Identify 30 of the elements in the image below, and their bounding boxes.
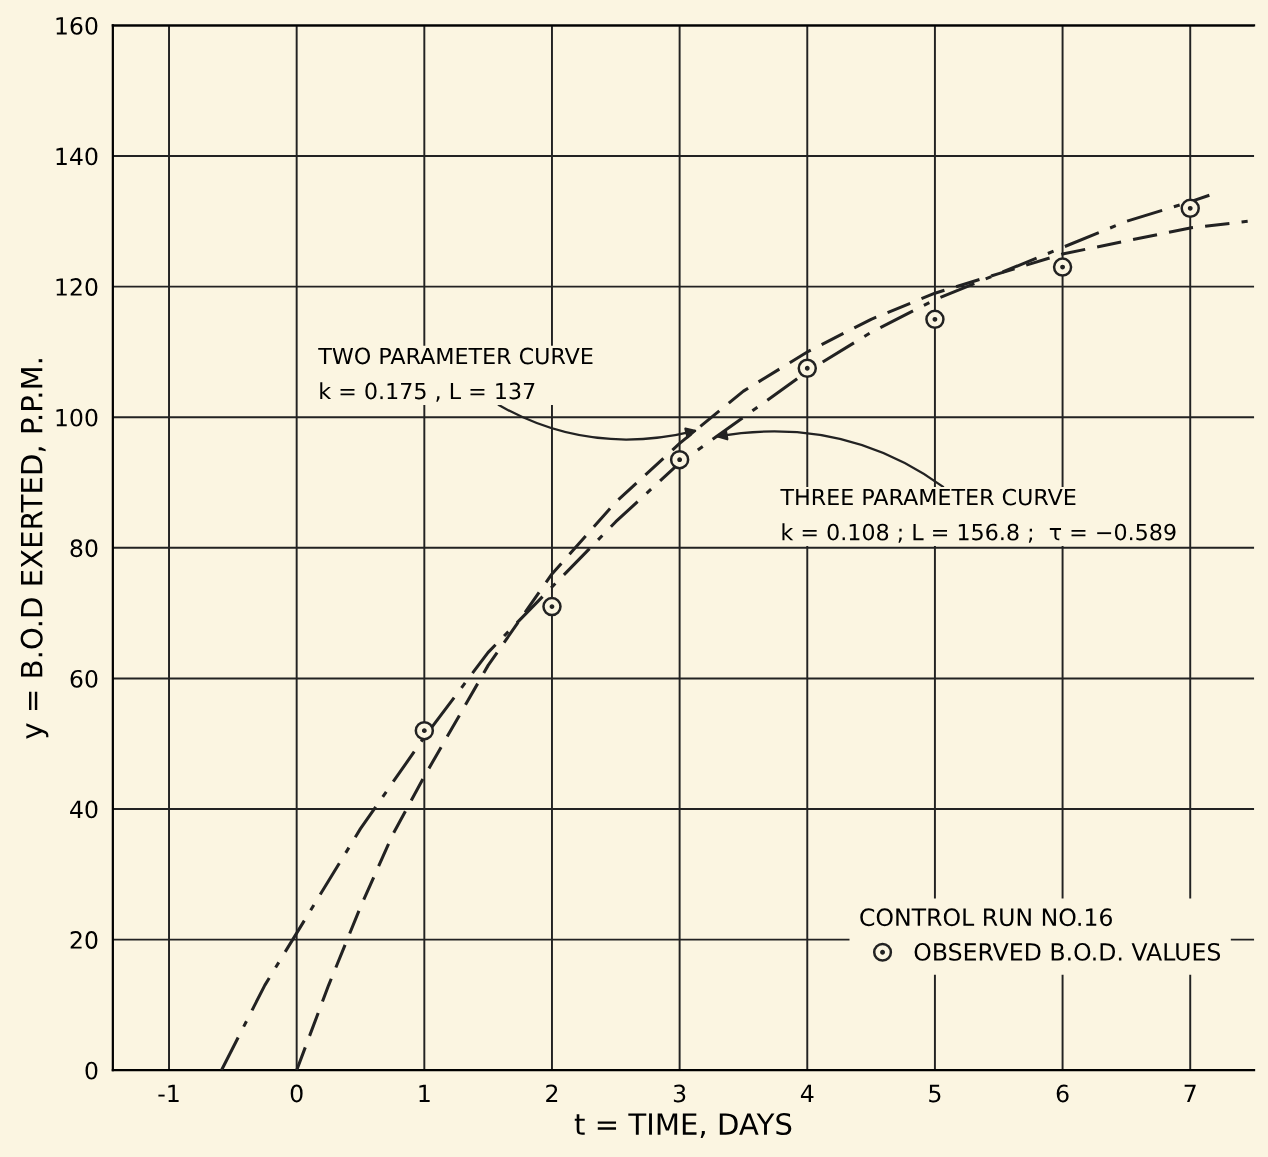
y-axis-title: y = B.O.D EXERTED, P.P.M. xyxy=(20,359,49,739)
x-tick-label: 2 xyxy=(546,1084,558,1103)
point xyxy=(925,309,945,330)
x-tick-label: 4 xyxy=(800,1084,814,1103)
x-tick-label: 6 xyxy=(1056,1084,1069,1103)
point xyxy=(414,720,435,741)
annotation: THREE PARAMETER CURVE k = 0.108 ; L = 156.8 ; τ = −0.589 xyxy=(780,488,1176,543)
y-tick-label: 0 xyxy=(85,1061,98,1080)
y-tick-label: 100 xyxy=(56,408,98,427)
legend-title: CONTROL RUN NO.16 xyxy=(860,908,1112,927)
y-tick-label: 20 xyxy=(70,931,98,949)
x-tick-label: 0 xyxy=(290,1084,303,1103)
x-tick-label: 1 xyxy=(419,1084,430,1103)
point xyxy=(1180,198,1200,219)
x-tick-label: -1 xyxy=(158,1084,179,1103)
y-tick-label: 40 xyxy=(70,800,98,819)
annotation: TWO PARAMETER CURVE k = 0.175 , L = 137 xyxy=(318,347,593,402)
point xyxy=(1052,257,1073,277)
legend-label: OBSERVED B.O.D. VALUES xyxy=(914,942,1221,961)
y-tick-label: 120 xyxy=(56,278,98,296)
x-tick-label: 5 xyxy=(929,1084,941,1103)
x-tick-label: 3 xyxy=(673,1084,686,1103)
point xyxy=(797,358,818,379)
point xyxy=(542,596,562,617)
y-tick-label: 60 xyxy=(70,669,98,688)
y-tick-label: 160 xyxy=(56,16,98,35)
y-tick-label: 80 xyxy=(70,539,98,558)
y-tick-label: 140 xyxy=(56,147,98,166)
x-axis-title: t = TIME, DAYS xyxy=(574,1113,792,1139)
x-tick-label: 7 xyxy=(1184,1084,1196,1103)
